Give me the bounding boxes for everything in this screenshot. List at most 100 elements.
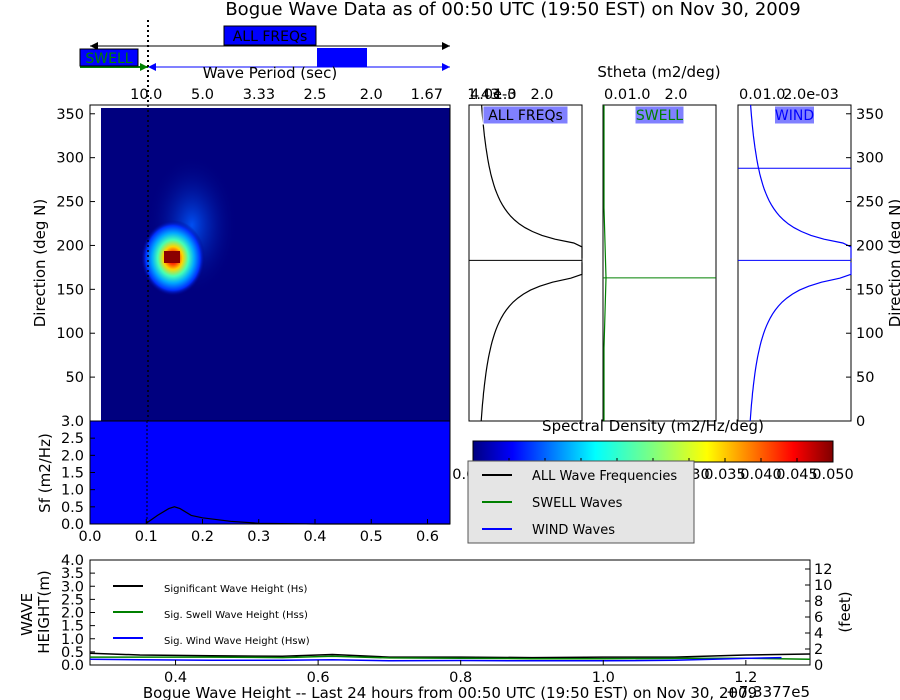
stheta-y-tick-label: 250 <box>856 195 884 211</box>
stheta-y-tick-label: 350 <box>856 107 884 123</box>
stheta-tick-label: 2.0 <box>530 87 553 103</box>
stheta-tick-label: 2.0 <box>664 87 687 103</box>
stheta-badge-label: ALL FREQs <box>488 108 563 124</box>
wave-height-legend: Significant Wave Height (Hs) Sig. Swell … <box>113 584 310 647</box>
stheta-panel-all: 4.0e-31.0 2.0 ALL FREQs <box>468 87 583 422</box>
direction-tick-label: 250 <box>56 195 84 211</box>
x-offset-label: +7.3377e5 <box>726 683 810 700</box>
history-line-hsw <box>89 656 782 662</box>
stheta-tick-label: 0.0 <box>604 87 627 103</box>
wave-height-plot: Significant Wave Height (Hs) Sig. Swell … <box>89 559 811 666</box>
legend-all: ALL Wave Frequencies <box>532 469 677 484</box>
stheta-badge <box>774 105 815 125</box>
history-y-tick-label: 2.0 <box>61 606 84 622</box>
history-y-tick-label: 2.5 <box>61 592 84 608</box>
sf-y-tick-label: 0.0 <box>61 517 84 533</box>
sf-x-tick-label: 0.4 <box>303 529 326 545</box>
stheta-tick-label: 1.0 <box>493 87 516 103</box>
heatmap-peak-cell <box>164 251 180 263</box>
history-x-tick-label: 1.0 <box>592 670 615 686</box>
sf-x-tick-label: 0.0 <box>78 529 101 545</box>
sf-y-tick-label: 3.0 <box>61 414 84 430</box>
wave-height-ticks: 0.4 0.6 0.8 1.0 1.20.00.51.01.52.02.53.03.54… <box>61 553 833 686</box>
stheta-panel-wind: 0.0 1.02.0e-03 WIND <box>737 87 852 422</box>
history-feet-tick-label: 2 <box>814 642 823 658</box>
wave-height-axis-label-line1: WAVE <box>18 593 36 636</box>
hist-legend-hs: Significant Wave Height (Hs) <box>164 584 307 595</box>
period-tick-label: 1.43 <box>467 87 499 103</box>
feet-axis-label: (feet) <box>836 591 854 632</box>
legend-wind: WIND Waves <box>532 523 615 538</box>
wave-height-axis-label: WAVE HEIGHT(m) <box>18 570 53 654</box>
all-freqs-badge-label: ALL FREQs <box>233 29 308 45</box>
directional-spectrum-heatmap <box>89 104 451 422</box>
history-line-hss <box>90 655 811 660</box>
stheta-tick-label: 1.0 <box>762 87 785 103</box>
colorbar-tick-label: 0.045 <box>776 467 818 483</box>
direction-axis-label: Direction (deg N) <box>31 199 49 328</box>
sf-x-tick-label: 0.5 <box>360 529 383 545</box>
history-y-tick-label: 1.0 <box>61 632 84 648</box>
direction-tick-label: 300 <box>56 151 84 167</box>
direction-tick-label: 100 <box>56 326 84 342</box>
swell-badge[interactable]: SWELL <box>79 48 139 67</box>
sf-y-tick-label: 2.5 <box>61 431 84 447</box>
history-x-tick-label: 0.6 <box>307 670 330 686</box>
spectra-legend: ALL Wave Frequencies SWELL Waves WIND Wa… <box>467 460 695 544</box>
period-tick-label: 2.0 <box>360 87 383 103</box>
stheta-curve-upper <box>481 104 583 259</box>
direction-ticks: 50 100 150 200 250 300 350 <box>56 107 95 386</box>
history-y-tick-label: 4.0 <box>61 553 84 569</box>
direction-tick-label: 200 <box>56 238 84 254</box>
direction-tick-label: 350 <box>56 107 84 123</box>
colorbar-tick-label: 0.035 <box>704 467 746 483</box>
sf-series-line <box>145 506 450 525</box>
history-line-hs <box>89 652 811 659</box>
wind-band-marker <box>317 48 367 67</box>
history-feet-tick-label: 8 <box>814 594 823 610</box>
wave-height-xlabel: Bogue Wave Height -- Last 24 hours from … <box>143 684 757 700</box>
period-tick-label: 1.67 <box>411 87 443 103</box>
stheta-curve-lower <box>480 262 583 422</box>
stheta-tick-label: 4.0e-3 <box>470 87 516 103</box>
sf-y-tick-label: 2.0 <box>61 448 84 464</box>
hist-legend-hss: Sig. Swell Wave Height (Hss) <box>164 610 308 621</box>
history-x-tick-label: 0.8 <box>449 670 472 686</box>
stheta-tick-label: 2.0e-03 <box>783 87 839 103</box>
period-tick-label: 2.5 <box>303 87 326 103</box>
history-y-tick-label: 0.0 <box>61 658 84 674</box>
stheta-panel-swell: 0.0 1.0 2.0 SWELL <box>602 87 717 422</box>
sf-y-tick-label: 1.5 <box>61 466 84 482</box>
colorbar-tick-label: 0.050 <box>812 467 854 483</box>
period-tick-label: 5.0 <box>191 87 214 103</box>
stheta-badge-label: SWELL <box>636 108 683 124</box>
colorbar-title: Spectral Density (m2/Hz/deg) <box>542 417 764 435</box>
sf-axis-label: Sf (m2/Hz) <box>36 433 54 513</box>
history-y-tick-label: 1.5 <box>61 619 84 635</box>
stheta-label: Stheta (m2/deg) <box>597 63 720 81</box>
period-tick-label: 3.33 <box>243 87 275 103</box>
stheta-badge <box>482 105 569 125</box>
history-x-tick-label: 1.2 <box>734 670 757 686</box>
stheta-tick-label: 0.0 <box>739 87 762 103</box>
stheta-direction-axis-label: Direction (deg N) <box>886 199 900 328</box>
stheta-y-tick-label: 300 <box>856 151 884 167</box>
stheta-badge <box>634 105 685 125</box>
all-freqs-badge[interactable]: ALL FREQs <box>223 25 317 46</box>
band-selector: ALL FREQs SWELL <box>79 20 450 105</box>
stheta-y-tick-label: 0 <box>856 414 865 430</box>
hist-legend-hsw: Sig. Wind Wave Height (Hsw) <box>164 636 310 647</box>
sf-y-tick-label: 1.0 <box>61 483 84 499</box>
history-feet-tick-label: 12 <box>814 562 832 578</box>
direction-tick-label: 50 <box>66 370 84 386</box>
stheta-curve-lower <box>749 262 852 422</box>
history-y-tick-label: 3.5 <box>61 566 84 582</box>
sf-x-tick-label: 0.6 <box>416 529 439 545</box>
history-x-tick-label: 0.4 <box>164 670 187 686</box>
period-tick-label: 10.0 <box>130 87 162 103</box>
sf-ticks: 0.0 0.1 0.2 0.3 0.4 0.5 0.60.00.51.01.52.02.53… <box>61 414 439 545</box>
history-feet-tick-label: 0 <box>814 658 823 674</box>
history-y-tick-label: 3.0 <box>61 579 84 595</box>
